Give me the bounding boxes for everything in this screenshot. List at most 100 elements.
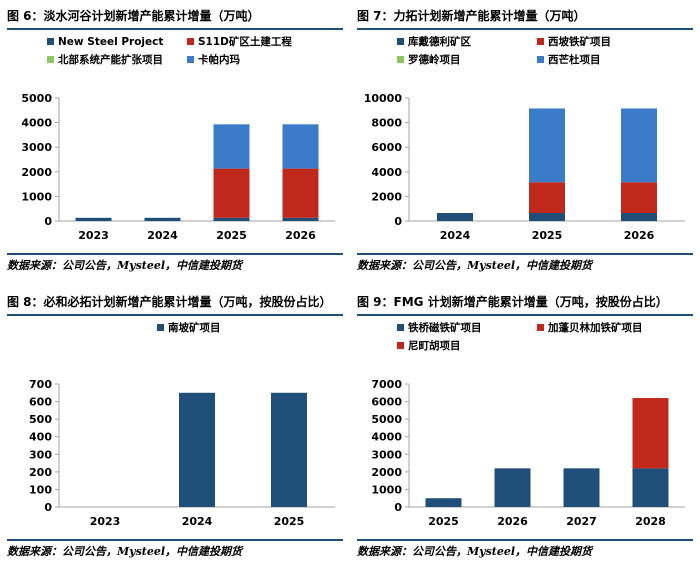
chart-panel-fig6: 图 6：淡水河谷计划新增产能累计增量（万吨） New Steel Project…	[7, 6, 343, 273]
y-tick-label: 4000	[21, 117, 52, 130]
x-tick-label: 2024	[440, 229, 471, 242]
title-rule	[7, 28, 343, 30]
legend-label: New Steel Project	[58, 36, 163, 48]
title-rule	[357, 314, 693, 316]
bar-segment	[621, 182, 657, 214]
source-note: 数据来源：公司公告，Mysteel，中信建投期货	[7, 545, 243, 558]
legend-swatch	[537, 56, 544, 63]
x-tick-label: 2025	[532, 229, 563, 242]
bar-segment	[621, 213, 657, 221]
y-tick-label: 700	[29, 378, 52, 391]
legend-swatch	[397, 342, 404, 349]
y-tick-label: 0	[394, 501, 402, 514]
legend-swatch	[187, 38, 194, 45]
legend-swatch	[47, 38, 54, 45]
x-tick-label: 2023	[78, 229, 109, 242]
y-tick-label: 0	[394, 215, 402, 228]
y-tick-label: 2000	[371, 190, 402, 203]
bar-segment	[494, 468, 531, 507]
y-tick-label: 1000	[371, 483, 402, 496]
bar-segment	[529, 213, 565, 221]
y-tick-label: 7000	[371, 378, 402, 391]
x-tick-label: 2026	[624, 229, 655, 242]
title-rule	[357, 28, 693, 30]
bar-segment	[213, 217, 250, 221]
y-tick-label: 300	[29, 448, 52, 461]
legend-label: 北部系统产能扩张项目	[58, 53, 163, 66]
y-tick-label: 2000	[21, 166, 52, 179]
source-note: 数据来源：公司公告，Mysteel，中信建投期货	[357, 545, 593, 558]
y-tick-label: 600	[29, 396, 52, 409]
legend-swatch	[537, 324, 544, 331]
x-tick-label: 2023	[90, 515, 121, 528]
bar-segment	[632, 468, 669, 507]
legend-label: 南坡矿项目	[168, 321, 221, 334]
bar-segment	[179, 392, 215, 507]
chart-panel-fig7: 图 7：力拓计划新增产能累计增量（万吨） 库戴德利矿区 西坡铁矿项目罗德岭项目 西芒…	[357, 6, 693, 273]
chart-title: 图 6：淡水河谷计划新增产能累计增量（万吨）	[7, 9, 260, 23]
y-tick-label: 400	[29, 431, 52, 444]
legend-label: 加蓬贝林加铁矿项目	[547, 321, 643, 334]
legend-swatch	[397, 56, 404, 63]
title-rule	[7, 314, 343, 316]
chart-title: 图 7：力拓计划新增产能累计增量（万吨）	[357, 9, 586, 23]
legend-label: 罗德岭项目	[408, 53, 461, 66]
legend-swatch	[397, 324, 404, 331]
x-tick-label: 2026	[285, 229, 316, 242]
bar-segment	[632, 398, 669, 469]
bar-segment	[529, 182, 565, 214]
bar-segment	[271, 392, 307, 507]
source-rule	[357, 539, 693, 541]
legend-swatch	[537, 38, 544, 45]
y-tick-label: 0	[44, 501, 52, 514]
bar-segment	[144, 217, 181, 221]
y-tick-label: 0	[44, 215, 52, 228]
legend-label: 西芒杜项目	[548, 53, 601, 66]
legend-swatch	[47, 56, 54, 63]
bar-segment	[437, 213, 473, 221]
x-tick-label: 2025	[274, 515, 305, 528]
legend-swatch	[397, 38, 404, 45]
source-note: 数据来源：公司公告，Mysteel，中信建投期货	[357, 259, 593, 272]
source-rule	[7, 253, 343, 255]
chart-title: 图 8：必和必拓计划新增产能累计增量（万吨，按股份占比）	[7, 295, 332, 309]
chart-panel-fig8: 图 8：必和必拓计划新增产能累计增量（万吨，按股份占比） 南坡矿项目 0 100 20…	[7, 292, 343, 559]
source-rule	[357, 253, 693, 255]
x-tick-label: 2024	[147, 229, 178, 242]
source-note: 数据来源：公司公告，Mysteel，中信建投期货	[7, 259, 243, 272]
legend-swatch	[157, 324, 164, 331]
y-tick-label: 1000	[21, 190, 52, 203]
bar-segment	[529, 108, 565, 183]
y-tick-label: 3000	[21, 141, 52, 154]
bar-segment	[75, 217, 112, 221]
x-tick-label: 2025	[428, 515, 459, 528]
x-tick-label: 2028	[635, 515, 666, 528]
legend-label: 卡帕内玛	[198, 53, 240, 66]
legend-swatch	[187, 56, 194, 63]
legend-label: 尼町胡项目	[408, 339, 461, 352]
bar-segment	[213, 168, 250, 218]
chart-title: 图 9：FMG 计划新增产能累计增量（万吨，按股份占比）	[357, 295, 668, 309]
x-tick-label: 2025	[216, 229, 247, 242]
legend-label: 西坡铁矿项目	[548, 35, 611, 48]
y-tick-label: 2000	[371, 466, 402, 479]
y-tick-label: 5000	[371, 413, 402, 426]
x-tick-label: 2026	[497, 515, 528, 528]
bar-segment	[282, 168, 319, 218]
bar-segment	[282, 217, 319, 221]
chart-panel-fig9: 图 9：FMG 计划新增产能累计增量（万吨，按股份占比） 铁桥磁铁矿项目 加蓬贝林…	[357, 292, 693, 559]
bar-segment	[282, 124, 319, 169]
y-tick-label: 3000	[371, 448, 402, 461]
legend-label: 铁桥磁铁矿项目	[408, 321, 482, 334]
bar-segment	[621, 108, 657, 183]
x-tick-label: 2024	[182, 515, 213, 528]
x-tick-label: 2027	[566, 515, 597, 528]
y-tick-label: 5000	[21, 92, 52, 105]
y-tick-label: 6000	[371, 141, 402, 154]
y-tick-label: 4000	[371, 166, 402, 179]
legend-label: 库戴德利矿区	[408, 35, 471, 48]
y-tick-label: 8000	[371, 117, 402, 130]
